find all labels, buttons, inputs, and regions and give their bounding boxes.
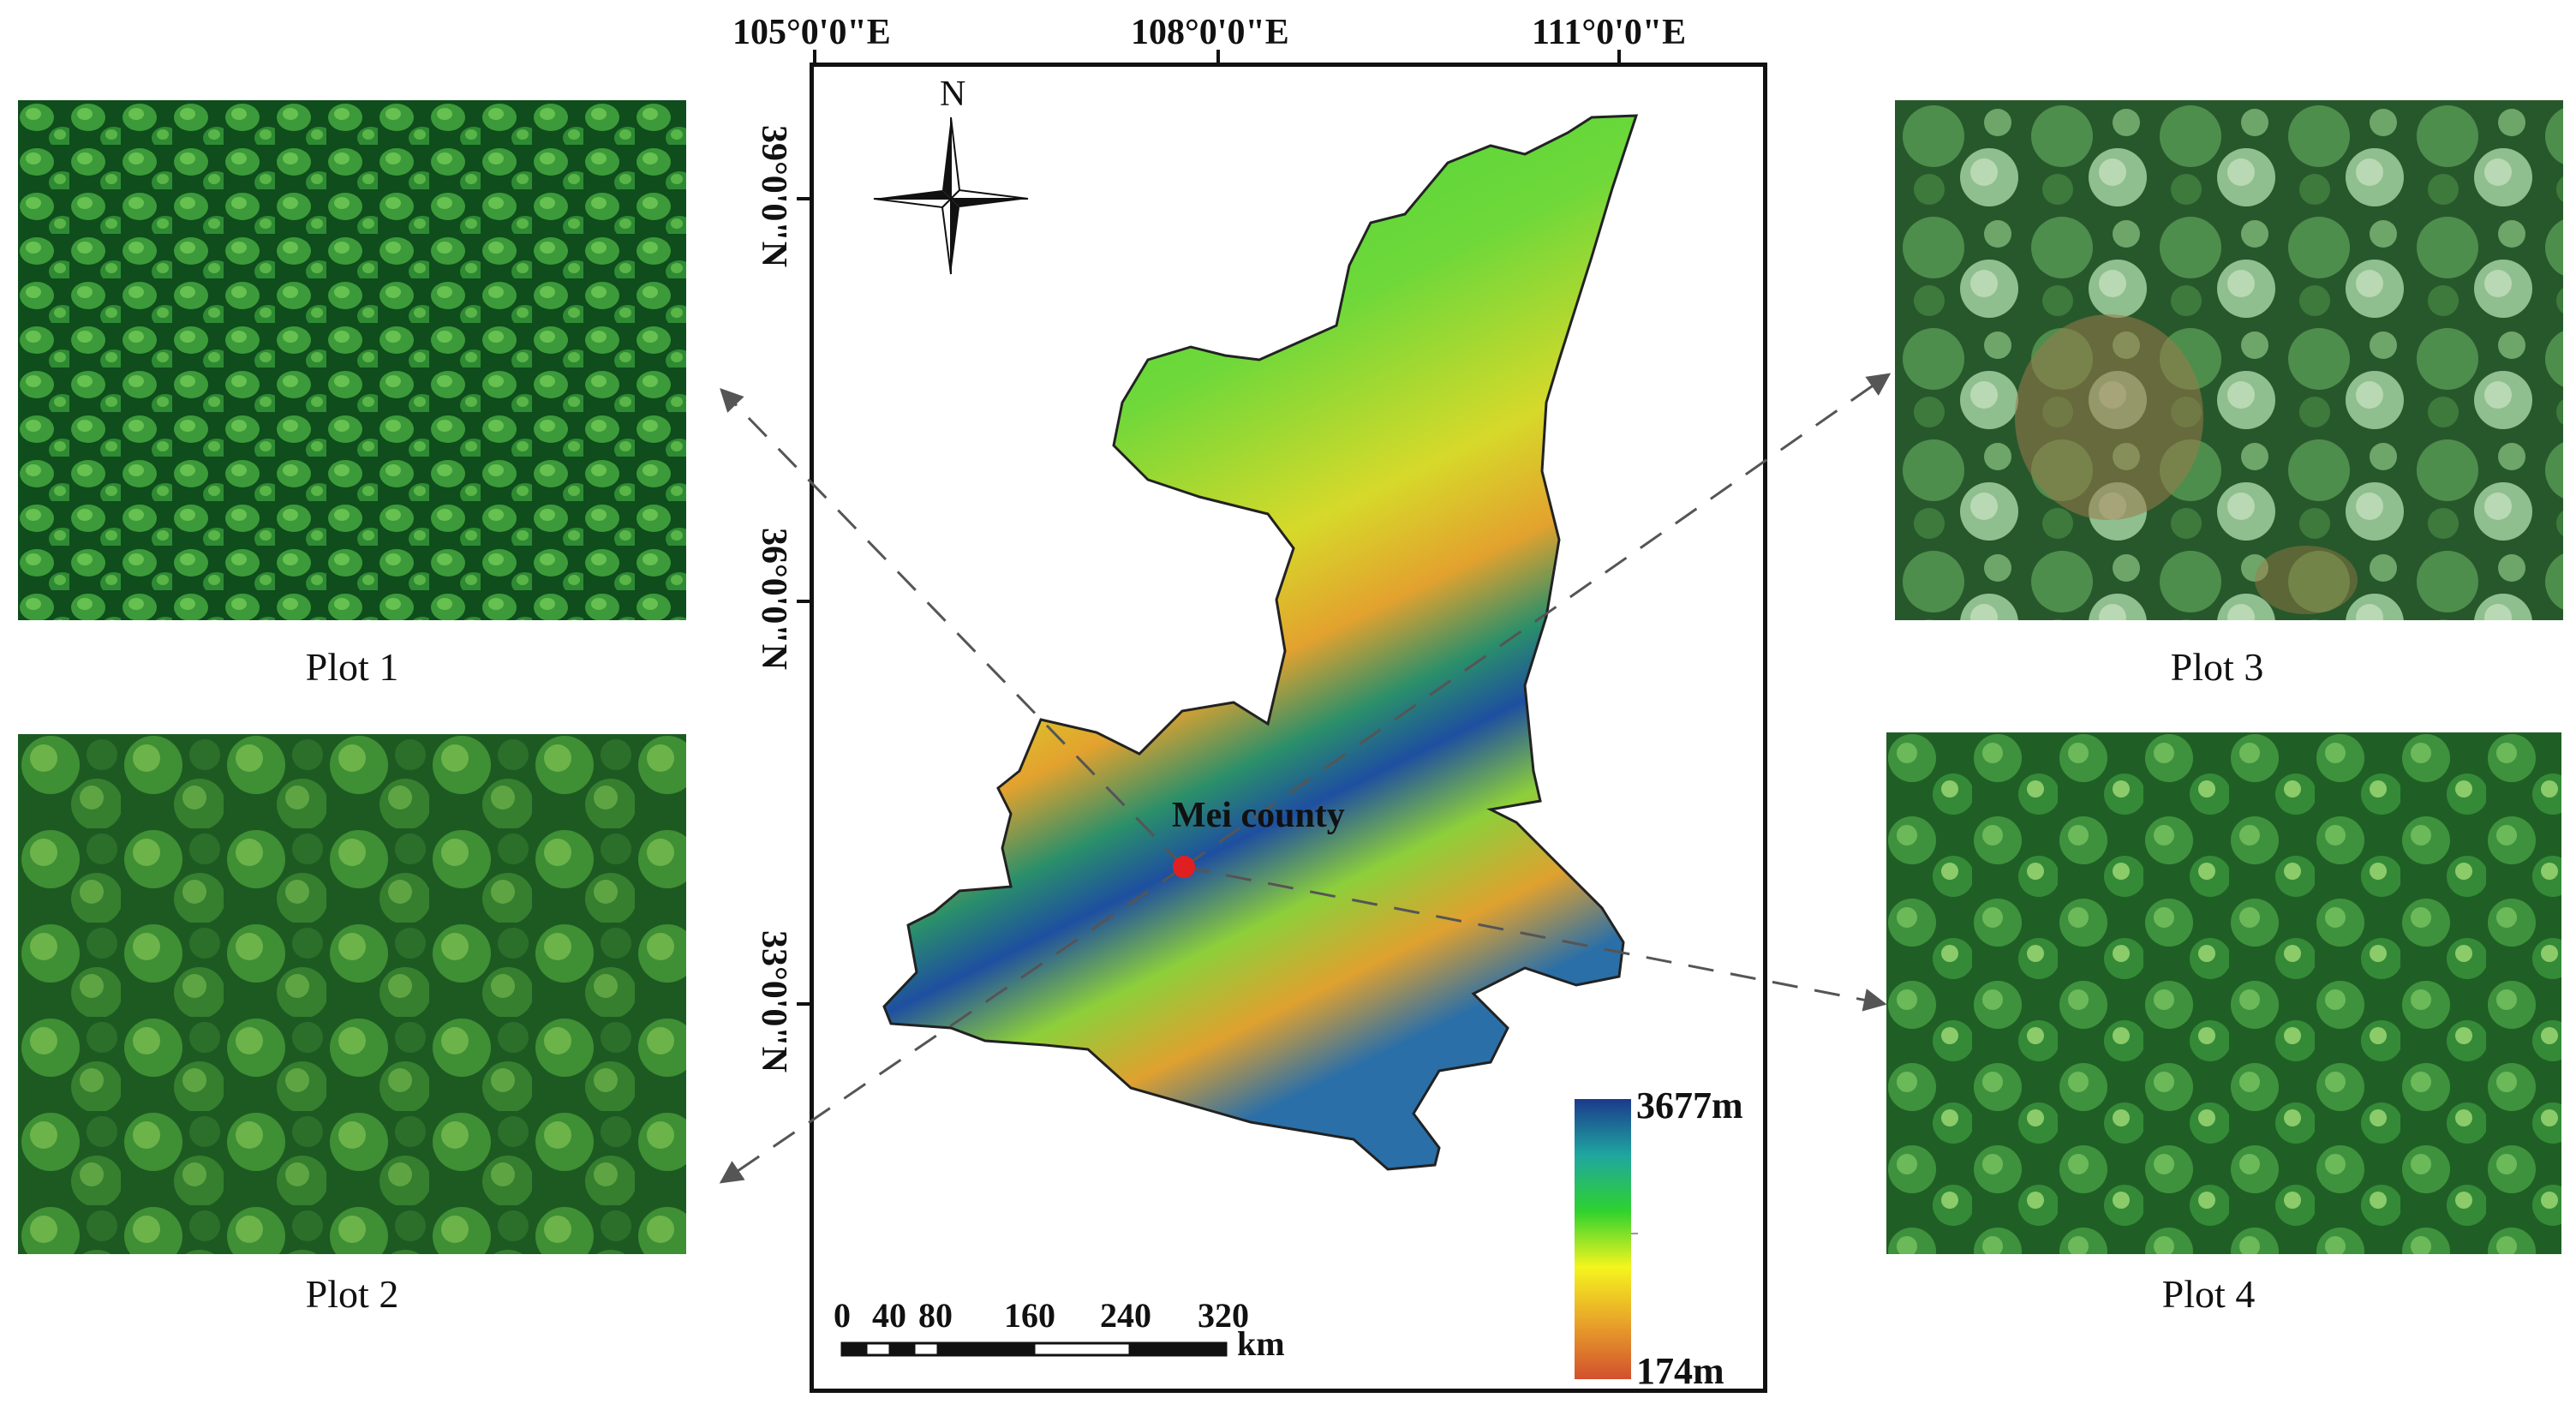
plot-arrows — [719, 373, 1892, 1184]
plot-1-label: Plot 1 — [305, 645, 399, 689]
lon-label-108: 108°0'0"E — [1131, 13, 1289, 52]
plot-1-photo — [18, 100, 686, 620]
scale-tick-320: 320 — [1198, 1296, 1249, 1335]
province-terrain — [882, 114, 1639, 1171]
lon-label-111: 111°0'0"E — [1532, 13, 1687, 52]
plot-4-photo — [1886, 732, 2561, 1254]
plot-4-label: Plot 4 — [2161, 1272, 2256, 1316]
scale-tick-160: 160 — [1004, 1296, 1055, 1335]
scale-tick-40: 40 — [872, 1296, 906, 1335]
plot-3-photo — [1895, 100, 2563, 620]
scale-tick-240: 240 — [1100, 1296, 1151, 1335]
plot-3-label: Plot 3 — [2170, 645, 2264, 689]
plot-2-photo — [18, 734, 686, 1254]
plot-2-label: Plot 2 — [305, 1272, 399, 1316]
scale-unit: km — [1237, 1324, 1285, 1363]
legend-max-label: 3677m — [1636, 1084, 1743, 1126]
mei-county-label: Mei county — [1172, 796, 1345, 835]
mei-county-marker — [1173, 856, 1195, 878]
scale-bar — [840, 1341, 1228, 1357]
frame-ticks — [797, 50, 1621, 1006]
scale-tick-80: 80 — [918, 1296, 953, 1335]
scale-tick-0: 0 — [834, 1296, 851, 1335]
north-label: N — [940, 75, 966, 114]
legend-ramp — [1575, 1099, 1631, 1379]
lon-label-105: 105°0'0"E — [732, 13, 891, 52]
north-arrow-icon — [873, 117, 1029, 275]
legend-min-label: 174m — [1636, 1350, 1724, 1392]
